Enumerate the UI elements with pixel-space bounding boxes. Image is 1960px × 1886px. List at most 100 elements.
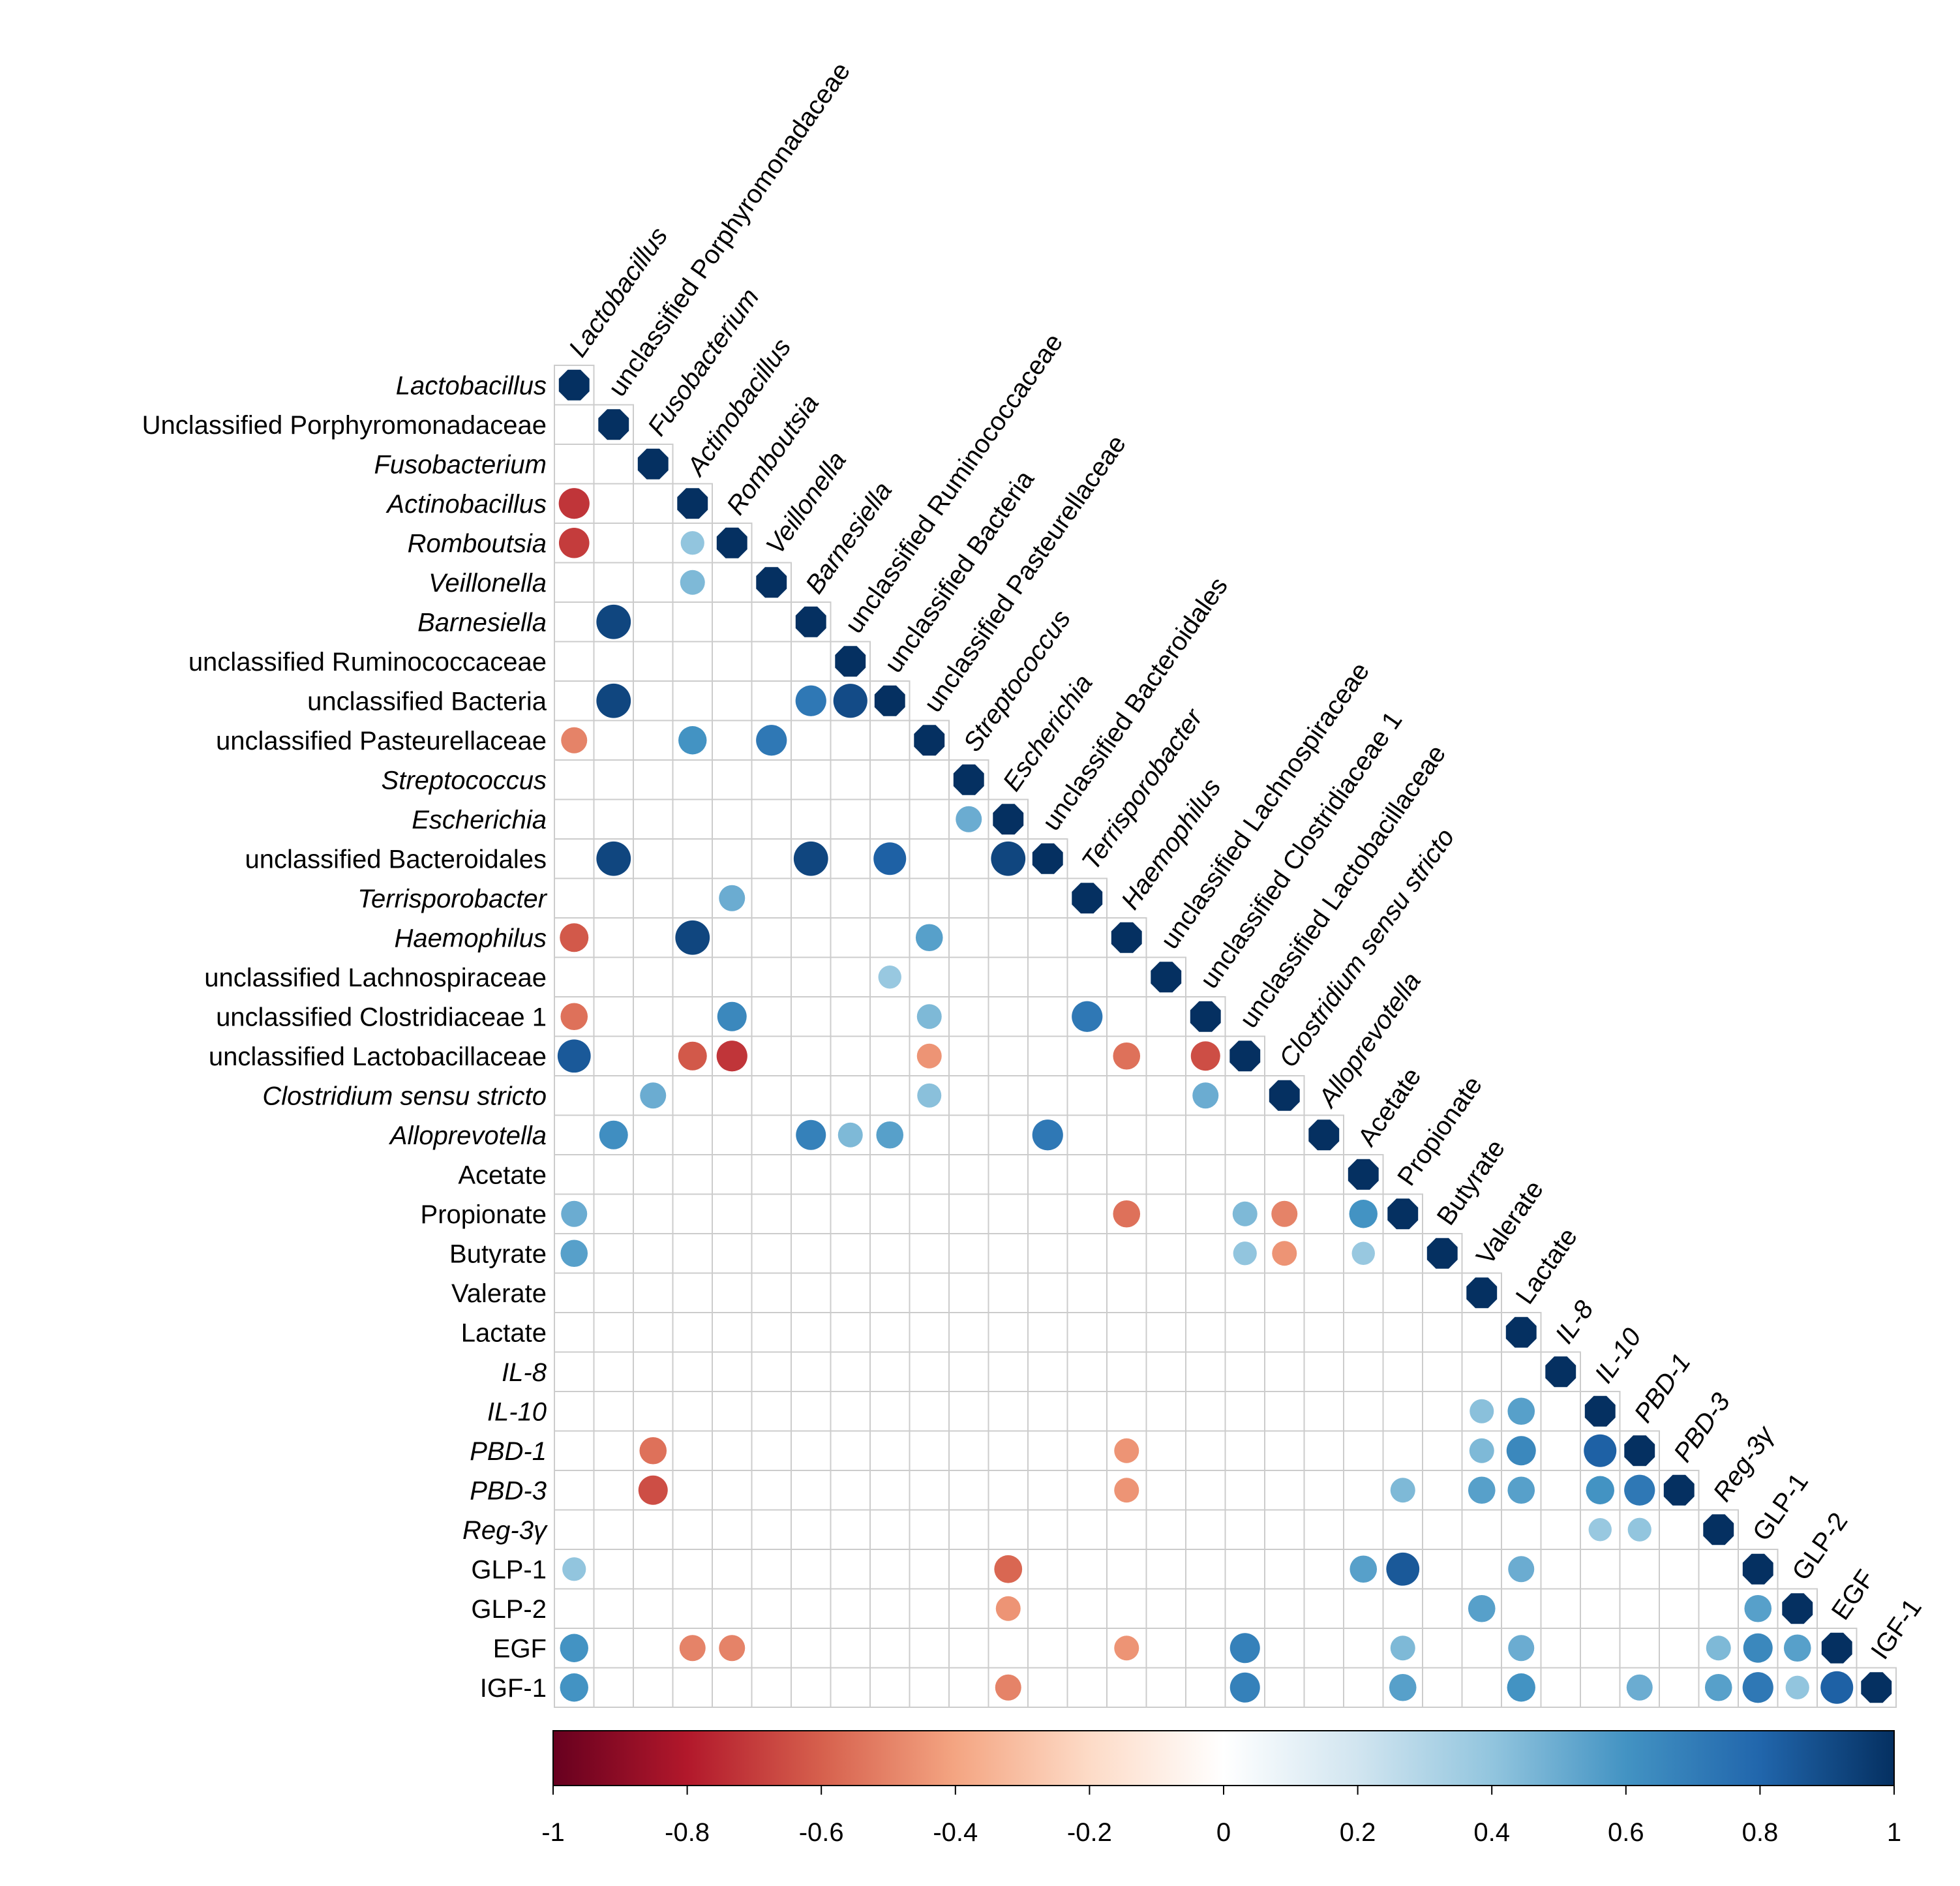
grid-cell [1066, 1233, 1108, 1274]
grid-cell [672, 877, 713, 919]
grid-cell [672, 1312, 713, 1353]
grid-cell [791, 996, 832, 1037]
grid-cell [633, 1391, 674, 1432]
grid-cell [869, 1549, 911, 1590]
grid-cell [869, 759, 911, 800]
grid-cell [1145, 1233, 1186, 1274]
grid-cell [1185, 1193, 1226, 1234]
grid-cell [791, 1272, 832, 1313]
grid-cell [1343, 1628, 1384, 1669]
diagonal-mark [1821, 1632, 1852, 1664]
grid-cell [1185, 1667, 1226, 1708]
grid-cell [672, 956, 713, 997]
grid-cell [1343, 1588, 1384, 1629]
grid-cell [830, 1351, 871, 1392]
grid-cell [1027, 1075, 1068, 1116]
row-label: EGF [493, 1635, 547, 1664]
grid-cell [948, 1114, 989, 1155]
correlation-mark [560, 923, 589, 952]
correlation-mark [1072, 1001, 1103, 1032]
grid-cell [1106, 956, 1147, 997]
grid-cell [751, 877, 792, 919]
grid-cell [1303, 1509, 1344, 1550]
grid-cell [1698, 1549, 1739, 1590]
row-label: Romboutsia [408, 530, 547, 558]
correlation-mark [596, 841, 631, 876]
grid-cell [593, 1391, 634, 1432]
diagonal-mark [637, 448, 669, 479]
correlation-mark [719, 1635, 746, 1662]
grid-cell [791, 641, 832, 682]
grid-cell [1580, 1628, 1621, 1669]
grid-cell [593, 641, 634, 682]
grid-cell [1501, 1588, 1542, 1629]
grid-cell [988, 1470, 1029, 1511]
grid-cell [791, 799, 832, 840]
column-label: GLP-2 [1787, 1508, 1853, 1586]
correlation-mark [1626, 1674, 1653, 1701]
correlation-mark [1508, 1635, 1535, 1662]
grid-cell [869, 1233, 911, 1274]
diagonal-mark [1505, 1316, 1537, 1348]
correlation-mark [1468, 1476, 1496, 1504]
correlation-mark [1349, 1555, 1378, 1583]
grid-cell [830, 917, 871, 958]
grid-cell [1264, 1430, 1305, 1471]
grid-cell [1027, 1193, 1068, 1234]
grid-cell [1382, 1272, 1423, 1313]
grid-cell [830, 1430, 871, 1471]
correlation-mark [675, 920, 710, 955]
grid-cell [593, 720, 634, 761]
grid-cell [1066, 1114, 1108, 1155]
grid-cell [1303, 1154, 1344, 1195]
grid-cell [1540, 1667, 1581, 1708]
grid-cell [1106, 1351, 1147, 1392]
grid-cell [909, 1114, 950, 1155]
grid-cell [1619, 1549, 1660, 1590]
diagonal-mark [993, 804, 1024, 835]
diagonal-mark [1703, 1514, 1734, 1545]
grid-cell [593, 799, 634, 840]
row-label: GLP-1 [471, 1556, 547, 1585]
grid-cell [633, 799, 674, 840]
grid-cell [1224, 1391, 1265, 1432]
grid-cell [948, 1470, 989, 1511]
correlation-mark [680, 570, 705, 595]
grid-cell [948, 1272, 989, 1313]
grid-cell [1303, 1667, 1344, 1708]
diagonal-mark [874, 685, 905, 716]
grid-cell [988, 1430, 1029, 1471]
grid-cell [712, 1075, 753, 1116]
correlation-mark [1742, 1672, 1773, 1703]
correlation-mark [991, 841, 1026, 876]
diagonal-mark [1545, 1356, 1576, 1388]
grid-cell [909, 1470, 950, 1511]
grid-cell [633, 1312, 674, 1353]
row-label: PBD-1 [470, 1437, 547, 1466]
legend-tick-label: 0.6 [1608, 1818, 1644, 1847]
row-label: unclassified Bacteroidales [245, 845, 547, 874]
grid-cell [948, 1035, 989, 1076]
grid-cell [1264, 1154, 1305, 1195]
grid-cell [1027, 1470, 1068, 1511]
grid-cell [791, 1233, 832, 1274]
grid-cell [751, 1430, 792, 1471]
grid-cell [751, 1470, 792, 1511]
diagonal-mark [953, 764, 984, 795]
grid-cell [1343, 1312, 1384, 1353]
grid-cell [712, 601, 753, 643]
grid-cell [1066, 1272, 1108, 1313]
correlation-mark [1624, 1474, 1655, 1506]
grid-cell [1224, 1549, 1265, 1590]
correlation-mark [678, 726, 707, 755]
grid-cell [988, 1193, 1029, 1234]
grid-cell [1066, 1549, 1108, 1590]
grid-cell [988, 1509, 1029, 1550]
grid-cell [1224, 1351, 1265, 1392]
grid-cell [948, 838, 989, 879]
grid-cell [909, 1549, 950, 1590]
grid-cell [791, 759, 832, 800]
grid-cell [1264, 1312, 1305, 1353]
correlation-mark [1506, 1436, 1536, 1466]
grid-cell [593, 1272, 634, 1313]
